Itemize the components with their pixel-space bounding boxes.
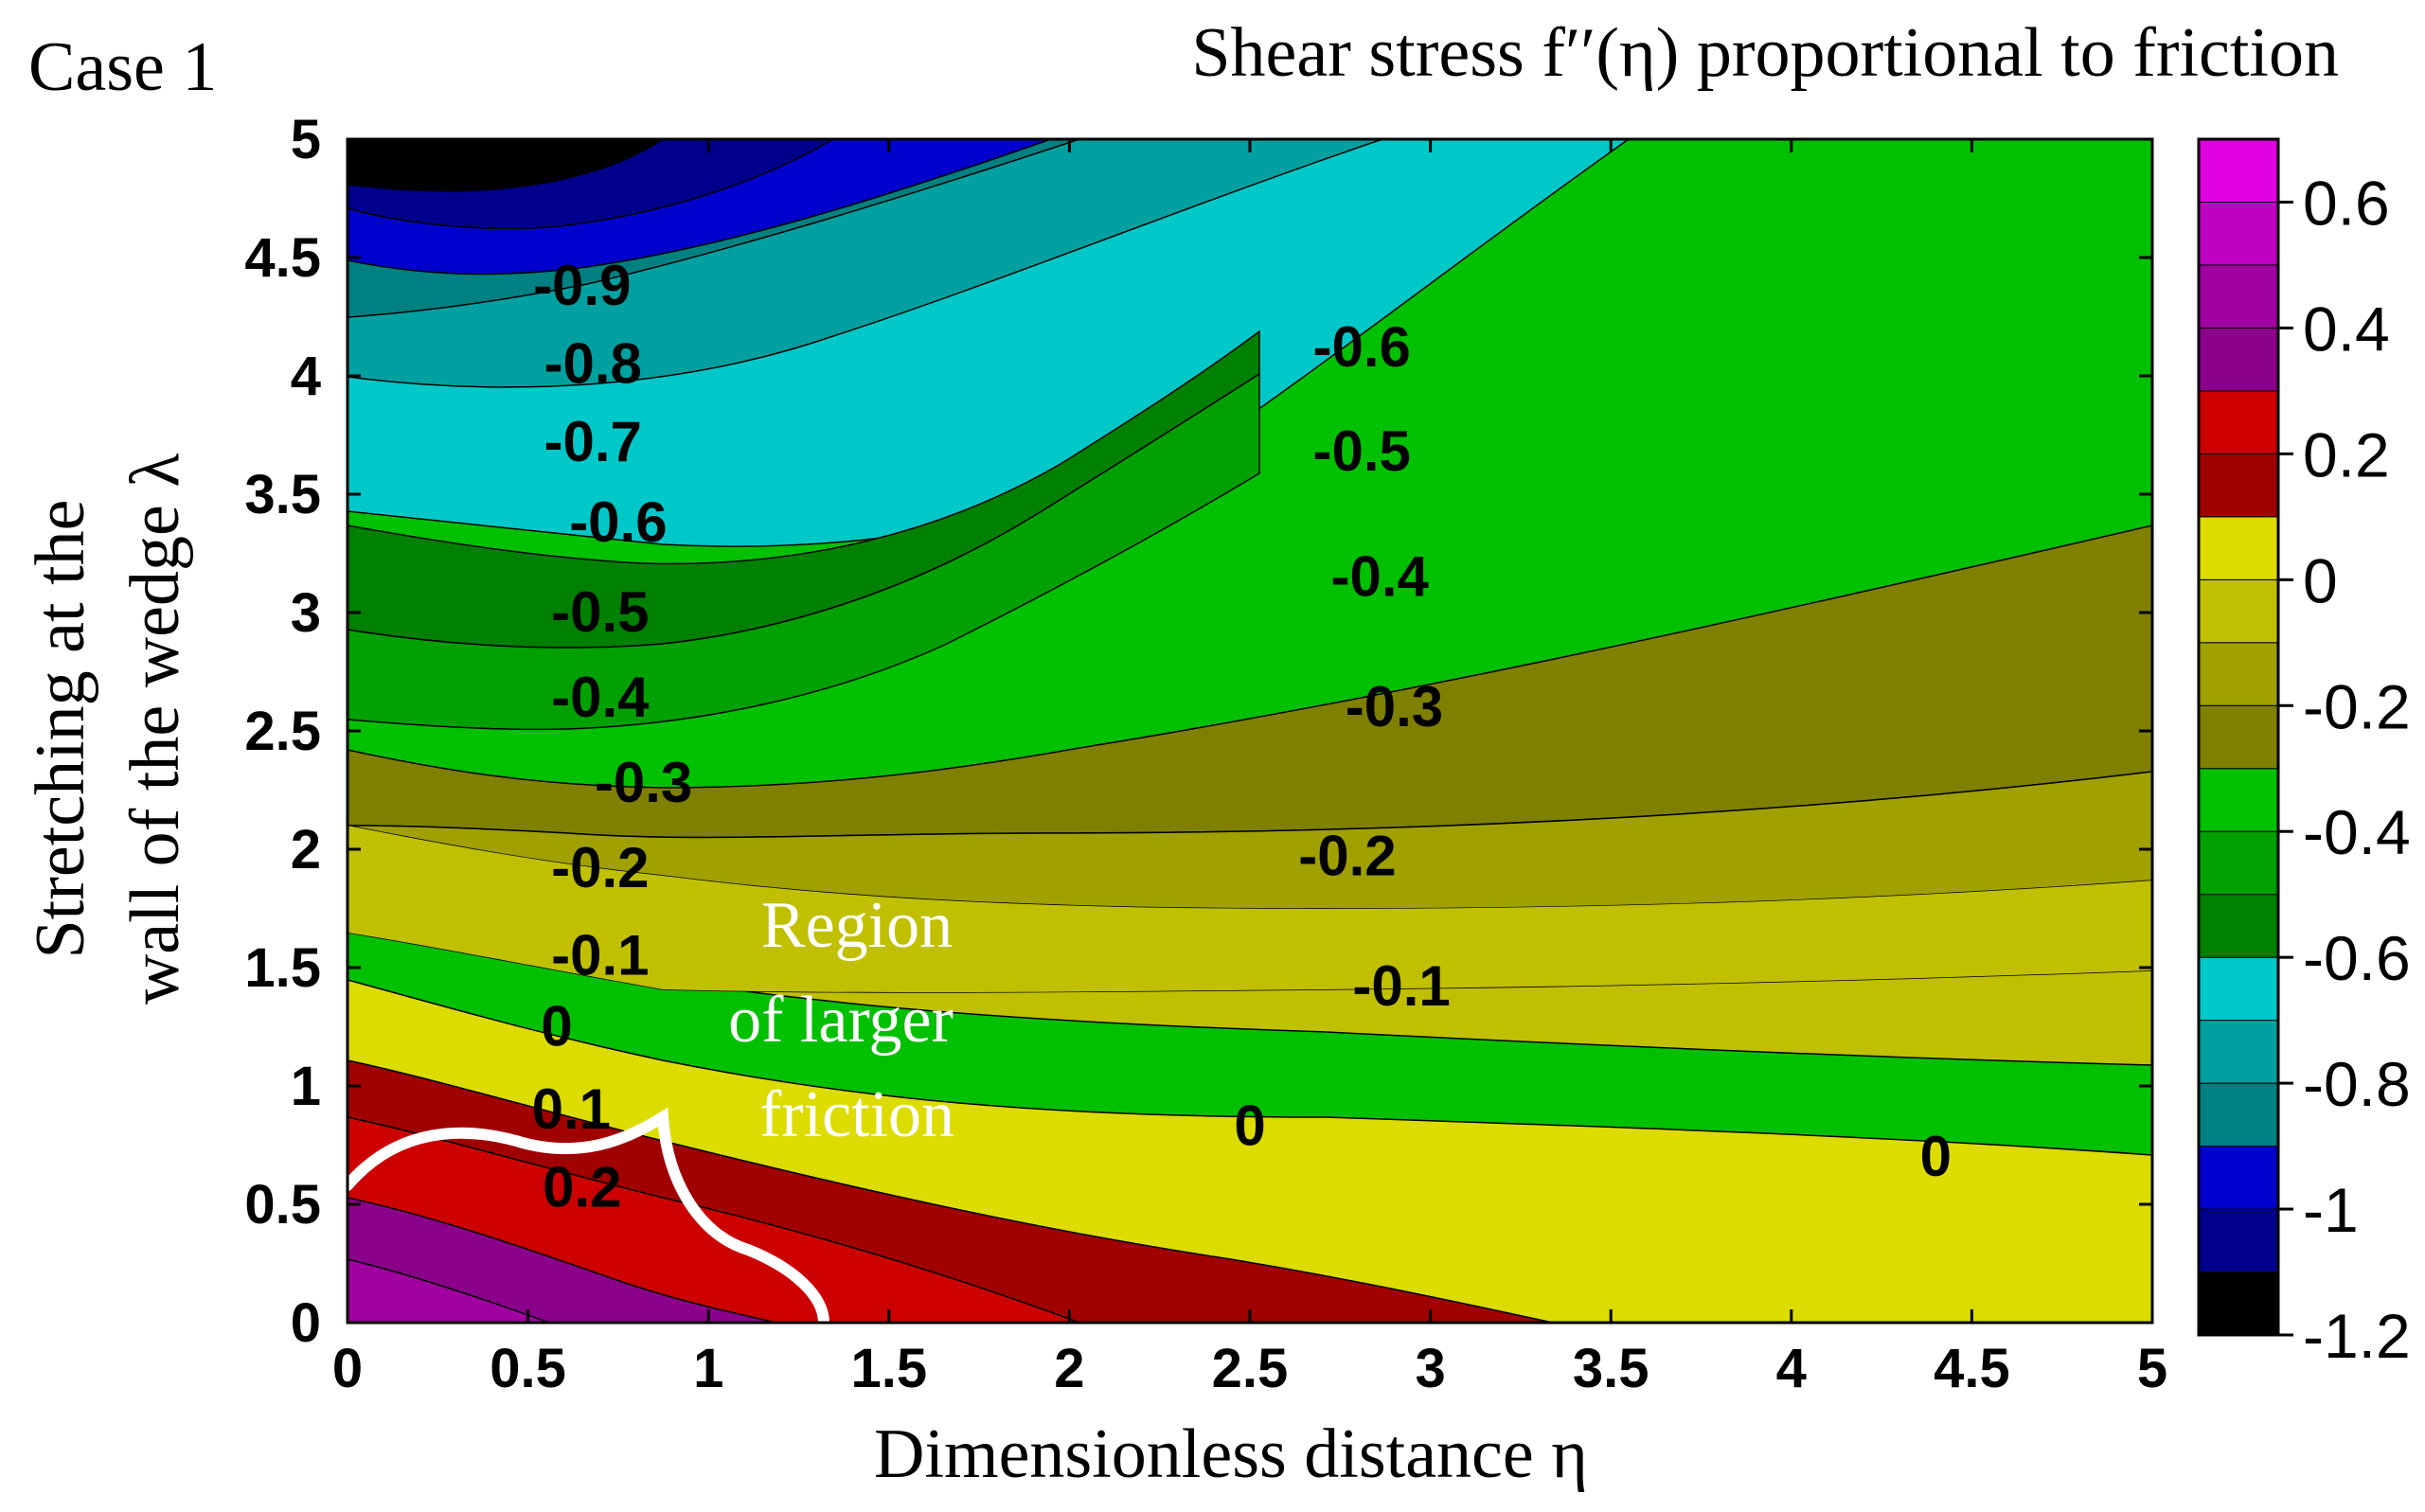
y-tick-label: 0 bbox=[291, 1292, 321, 1354]
colorbar-swatch bbox=[2198, 830, 2279, 896]
colorbar-frame bbox=[2197, 137, 2280, 1337]
contour-label: -0.2 bbox=[1298, 825, 1396, 888]
colorbar-tick-label: -0.4 bbox=[2303, 797, 2411, 867]
plot-area bbox=[348, 139, 2152, 1323]
colorbar-swatch bbox=[2198, 1208, 2279, 1273]
y-tick-label: 1.5 bbox=[244, 937, 321, 999]
colorbar-tick-label: -1 bbox=[2303, 1175, 2359, 1245]
y-tick-label: 3 bbox=[291, 582, 321, 644]
y-axis: 0 0.5 1 1.5 2 2.5 3 3.5 4 4.5 5 bbox=[244, 109, 2152, 1354]
case-label: Case 1 bbox=[28, 28, 217, 106]
contour-label: -0.9 bbox=[533, 254, 631, 317]
colorbar-swatch bbox=[2198, 578, 2279, 644]
x-tick-label: 2 bbox=[1054, 1338, 1084, 1399]
y-tick-label: 0.5 bbox=[244, 1174, 321, 1236]
colorbar-tick-label: 0.6 bbox=[2303, 168, 2390, 238]
region-annotation: Region of larger friction bbox=[728, 889, 954, 1151]
y-tick-label: 2.5 bbox=[244, 701, 321, 762]
contour-label: 0 bbox=[1920, 1125, 1952, 1188]
contour-label: -0.5 bbox=[551, 580, 649, 644]
contour-label: -0.6 bbox=[569, 490, 667, 554]
contour-label: 0.2 bbox=[543, 1156, 621, 1219]
x-tick-label: 5 bbox=[2137, 1338, 2167, 1399]
x-tick-label: 1 bbox=[693, 1338, 723, 1399]
colorbar-swatch bbox=[2198, 327, 2279, 392]
y-tick-label: 4 bbox=[291, 346, 321, 407]
x-axis-title: Dimensionless distance η bbox=[874, 1415, 1588, 1493]
x-axis: 0 0.5 1 1.5 2 2.5 3 3.5 4 4.5 5 bbox=[332, 139, 2167, 1399]
colorbar-swatch bbox=[2198, 1272, 2279, 1336]
contour-label: 0 bbox=[541, 995, 572, 1058]
contour-labels: -0.9 -0.8 -0.7 -0.6 -0.5 -0.4 -0.3 -0.2 -0.1 0 0.1… bbox=[532, 254, 1952, 1219]
contour-label: 0 bbox=[1234, 1094, 1265, 1158]
colorbar-tick-label: -0.6 bbox=[2303, 923, 2411, 993]
contour-label: -0.4 bbox=[1331, 545, 1430, 609]
y-tick-label: 3.5 bbox=[244, 464, 321, 525]
colorbar-swatch bbox=[2198, 642, 2279, 706]
x-tick-label: 3.5 bbox=[1573, 1338, 1649, 1399]
contour-label: -0.8 bbox=[544, 332, 642, 396]
friction-region-boundary bbox=[342, 1107, 829, 1328]
colorbar-swatch bbox=[2198, 201, 2279, 266]
colorbar-tick-label: -0.8 bbox=[2303, 1049, 2411, 1119]
contour-band-green bbox=[348, 372, 1260, 731]
y-axis-title-line-2: wall of the wedge λ bbox=[116, 454, 194, 1005]
colorbar-swatch bbox=[2198, 138, 2279, 203]
x-tick-label: 3 bbox=[1415, 1338, 1445, 1399]
colorbar-tick-label: 0.2 bbox=[2303, 419, 2390, 489]
y-axis-title: Stretching at the wall of the wedge λ bbox=[22, 454, 194, 1005]
x-tick-label: 4.5 bbox=[1934, 1338, 2010, 1399]
contour-label: -0.7 bbox=[544, 410, 642, 473]
annotation-line-2: of larger bbox=[728, 984, 954, 1057]
annotation-line-1: Region bbox=[761, 889, 953, 962]
contour-label: -0.6 bbox=[1312, 315, 1410, 379]
contour-label: -0.3 bbox=[1346, 675, 1443, 738]
colorbar-tick-label: 0.4 bbox=[2303, 294, 2390, 364]
colorbar-tick-label: -0.2 bbox=[2303, 671, 2411, 741]
chart-title: Shear stress f′′(η) proportional to fric… bbox=[1191, 14, 2339, 92]
contour-label: -0.1 bbox=[1352, 954, 1450, 1018]
y-tick-label: 5 bbox=[291, 109, 321, 170]
contour-label: -0.4 bbox=[551, 666, 650, 729]
x-tick-label: 2.5 bbox=[1212, 1338, 1289, 1399]
x-tick-label: 1.5 bbox=[850, 1338, 927, 1399]
contour-band-olive-bridge bbox=[348, 826, 2152, 993]
colorbar-swatch bbox=[2198, 894, 2279, 958]
x-tick-label: 4 bbox=[1776, 1338, 1807, 1399]
colorbar-swatch bbox=[2198, 1020, 2279, 1084]
contour-label: -0.2 bbox=[551, 836, 649, 899]
y-tick-label: 2 bbox=[291, 819, 321, 881]
colorbar-swatch bbox=[2198, 768, 2279, 832]
contour-label: -0.5 bbox=[1312, 419, 1410, 483]
contour-label: -0.1 bbox=[551, 924, 649, 987]
x-tick-label: 0.5 bbox=[490, 1338, 566, 1399]
colorbar-tick-label: -1.2 bbox=[2303, 1301, 2411, 1371]
colorbar-swatch bbox=[2198, 1146, 2279, 1210]
colorbar-tick-label: 0 bbox=[2303, 545, 2338, 615]
colorbar-swatch bbox=[2198, 453, 2279, 518]
colorbar-swatch bbox=[2198, 704, 2279, 770]
x-tick-label: 0 bbox=[332, 1338, 363, 1399]
colorbar-swatch bbox=[2198, 516, 2279, 580]
colorbar-swatch bbox=[2198, 956, 2279, 1022]
colorbar: 0.6 0.4 0.2 0 -0.2 -0.4 -0.6 -0.8 -1 -1.2 bbox=[2197, 137, 2411, 1371]
annotation-line-3: friction bbox=[759, 1078, 954, 1151]
colorbar-swatch bbox=[2198, 264, 2279, 329]
contour-label: 0.1 bbox=[532, 1077, 611, 1141]
colorbar-swatch bbox=[2198, 1082, 2279, 1147]
y-tick-label: 1 bbox=[291, 1056, 321, 1117]
y-axis-title-line-1: Stretching at the bbox=[22, 500, 99, 959]
y-tick-label: 4.5 bbox=[244, 227, 321, 289]
colorbar-swatch bbox=[2198, 390, 2279, 454]
contour-band-black bbox=[348, 139, 665, 192]
contour-label: -0.3 bbox=[595, 751, 692, 814]
